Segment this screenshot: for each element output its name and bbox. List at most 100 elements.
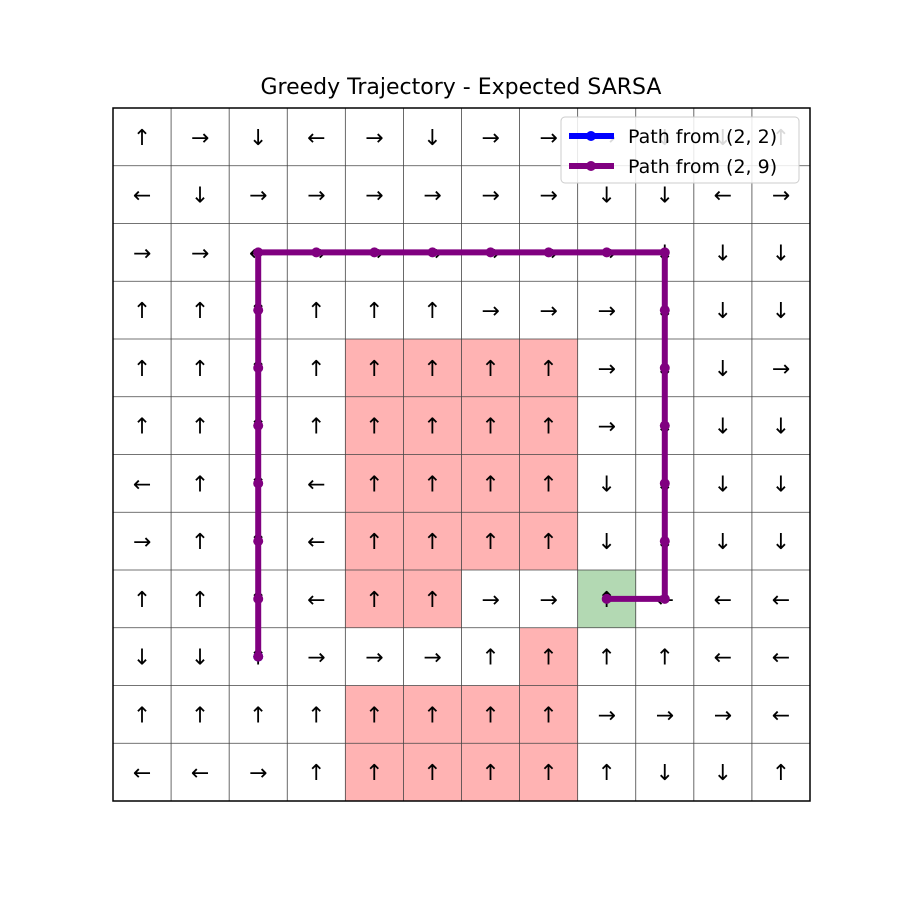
grid-cell	[403, 108, 462, 166]
hazard-cell	[461, 685, 520, 744]
policy-arrow: ↓	[772, 472, 790, 497]
policy-arrow: ↑	[481, 415, 499, 440]
grid-cell	[751, 743, 810, 801]
policy-arrow: →	[539, 299, 557, 324]
policy-arrow: ↑	[365, 415, 383, 440]
policy-arrow: ↑	[133, 703, 151, 728]
grid-cell	[635, 627, 694, 686]
policy-arrow: ↑	[133, 415, 151, 440]
policy-arrow: ↑	[423, 530, 441, 555]
policy-arrow: ←	[772, 703, 790, 728]
grid-cell	[577, 743, 636, 801]
hazard-cell	[519, 743, 578, 801]
trajectory-point	[253, 362, 264, 373]
grid-cell	[113, 339, 172, 397]
trajectory-point	[253, 305, 264, 316]
grid-cell	[287, 165, 346, 224]
policy-arrow: →	[365, 184, 383, 209]
hazard-cell	[345, 454, 404, 513]
grid-cell	[229, 108, 288, 166]
grid-cell	[635, 743, 694, 801]
legend-label: Path from (2, 2)	[628, 126, 777, 148]
grid-cell	[751, 685, 810, 744]
policy-arrow: ↓	[597, 184, 615, 209]
policy-arrow: ↑	[365, 357, 383, 382]
grid-cell	[171, 165, 230, 224]
policy-arrow: ↑	[191, 357, 209, 382]
grid-cell	[635, 685, 694, 744]
policy-arrow: →	[365, 126, 383, 151]
hazard-cell	[345, 396, 404, 455]
trajectory-point	[659, 478, 670, 489]
grid-cell	[403, 165, 462, 224]
grid-cell	[113, 743, 172, 801]
policy-arrow: →	[597, 357, 615, 382]
policy-arrow: ←	[133, 472, 151, 497]
trajectory-point	[601, 247, 612, 258]
grid-cell	[287, 570, 346, 628]
policy-arrow: ↓	[772, 415, 790, 440]
policy-arrow: ↑	[481, 761, 499, 786]
grid-cell	[751, 339, 810, 397]
hazard-cell	[403, 512, 462, 570]
grid-cell	[577, 396, 636, 455]
grid-cell	[693, 685, 752, 744]
grid-cell	[693, 512, 752, 570]
legend-box	[560, 116, 800, 184]
policy-arrow: ↑	[365, 588, 383, 613]
trajectory-point	[253, 536, 264, 547]
policy-arrow: →	[481, 184, 499, 209]
policy-arrow: ↑	[539, 357, 557, 382]
policy-arrow: ←	[307, 126, 325, 151]
legend-swatch-marker	[586, 131, 596, 141]
trajectory-paths	[253, 247, 670, 662]
grid-cell	[577, 339, 636, 397]
policy-arrow: →	[365, 646, 383, 671]
policy-arrow: ↓	[597, 472, 615, 497]
policy-arrow: ↓	[249, 126, 267, 151]
policy-arrow: ↑	[307, 415, 325, 440]
policy-arrow: ↑	[133, 588, 151, 613]
grid-cell	[751, 627, 810, 686]
policy-arrow: ↑	[423, 761, 441, 786]
policy-arrow: →	[307, 646, 325, 671]
policy-arrow: ↑	[191, 530, 209, 555]
policy-arrow: ↑	[133, 299, 151, 324]
grid-cell	[171, 281, 230, 339]
trajectory-point	[601, 593, 612, 604]
policy-arrow: ↑	[133, 126, 151, 151]
trajectory-point	[427, 247, 438, 258]
policy-arrow: ↑	[481, 472, 499, 497]
hazard-cell	[345, 339, 404, 397]
hazard-cell	[519, 627, 578, 686]
grid-cell	[171, 223, 230, 282]
hazard-cell	[519, 512, 578, 570]
grid-cell	[113, 281, 172, 339]
policy-arrow: ↑	[307, 357, 325, 382]
policy-arrow: ↓	[714, 530, 732, 555]
policy-arrow: ↑	[539, 703, 557, 728]
legend-swatch-marker	[586, 161, 596, 171]
policy-arrow: ↑	[772, 761, 790, 786]
policy-arrow: →	[133, 241, 151, 266]
hazard-cell	[519, 685, 578, 744]
policy-arrow: ↓	[656, 761, 674, 786]
hazard-cell	[345, 570, 404, 628]
policy-arrow: →	[597, 703, 615, 728]
grid-cell	[693, 743, 752, 801]
trajectory-point	[659, 362, 670, 373]
policy-arrow: ↑	[191, 703, 209, 728]
policy-arrow: →	[481, 126, 499, 151]
grid-cell	[461, 570, 520, 628]
grid-cell	[693, 223, 752, 282]
grid-cell	[693, 396, 752, 455]
hazard-cell	[519, 396, 578, 455]
trajectory-point	[253, 651, 264, 662]
grid-cell	[113, 685, 172, 744]
trajectory-point	[253, 593, 264, 604]
policy-arrow: ↑	[423, 703, 441, 728]
policy-arrow: →	[481, 299, 499, 324]
policy-arrow: ↑	[539, 415, 557, 440]
policy-arrow: ↓	[714, 299, 732, 324]
grid-border	[112, 107, 811, 802]
